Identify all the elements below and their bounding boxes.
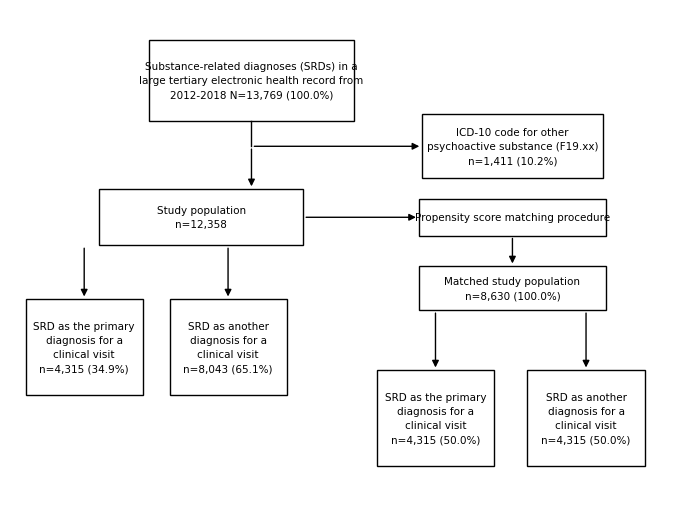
FancyBboxPatch shape bbox=[528, 371, 645, 466]
Text: Propensity score matching procedure: Propensity score matching procedure bbox=[415, 213, 610, 223]
Text: SRD as the primary
diagnosis for a
clinical visit
n=4,315 (34.9%): SRD as the primary diagnosis for a clini… bbox=[33, 321, 135, 373]
Text: Substance-related diagnoses (SRDs) in a
large tertiary electronic health record : Substance-related diagnoses (SRDs) in a … bbox=[139, 62, 364, 100]
FancyBboxPatch shape bbox=[99, 190, 303, 246]
FancyBboxPatch shape bbox=[419, 267, 606, 310]
FancyBboxPatch shape bbox=[149, 41, 353, 121]
FancyBboxPatch shape bbox=[422, 115, 603, 179]
Text: Study population
n=12,358: Study population n=12,358 bbox=[157, 206, 246, 230]
Text: ICD-10 code for other
psychoactive substance (F19.xx)
n=1,411 (10.2%): ICD-10 code for other psychoactive subst… bbox=[427, 128, 598, 166]
Text: Matched study population
n=8,630 (100.0%): Matched study population n=8,630 (100.0%… bbox=[445, 277, 581, 301]
Text: SRD as another
diagnosis for a
clinical visit
n=4,315 (50.0%): SRD as another diagnosis for a clinical … bbox=[542, 392, 631, 444]
Text: SRD as another
diagnosis for a
clinical visit
n=8,043 (65.1%): SRD as another diagnosis for a clinical … bbox=[183, 321, 273, 373]
FancyBboxPatch shape bbox=[26, 300, 143, 395]
FancyBboxPatch shape bbox=[419, 200, 606, 236]
FancyBboxPatch shape bbox=[377, 371, 494, 466]
Text: SRD as the primary
diagnosis for a
clinical visit
n=4,315 (50.0%): SRD as the primary diagnosis for a clini… bbox=[385, 392, 487, 444]
FancyBboxPatch shape bbox=[169, 300, 286, 395]
